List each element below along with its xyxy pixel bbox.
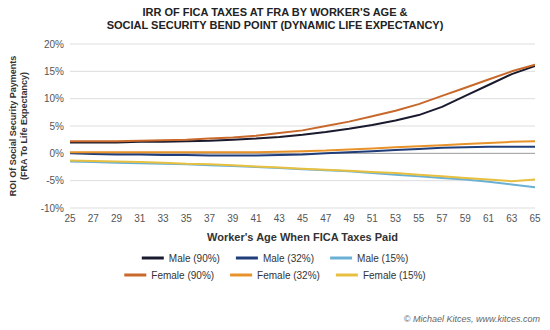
x-tick-label: 41	[250, 213, 262, 224]
legend-swatch	[142, 257, 164, 260]
x-tick-label: 35	[181, 213, 193, 224]
y-tick-label: -5%	[46, 175, 64, 186]
legend-item: Female (15%)	[336, 270, 426, 281]
legend-label: Male (15%)	[357, 253, 408, 264]
y-tick-label: 0%	[50, 148, 65, 159]
y-tick-label: 10%	[44, 93, 64, 104]
title: IRR OF FICA TAXES AT FRA BY WORKER'S AGE…	[107, 6, 444, 31]
y-axis-label-line: ROI Of Social Security Payments	[8, 56, 18, 197]
legend-label: Female (90%)	[151, 270, 214, 281]
grid-line	[70, 126, 535, 127]
title-line: IRR OF FICA TAXES AT FRA BY WORKER'S AGE…	[143, 6, 408, 18]
x-tick-label: 55	[413, 213, 425, 224]
legend: Male (90%) Male (32%) Male (15%) Female (90…	[124, 253, 425, 281]
series-line	[70, 141, 535, 152]
x-tick-label: 31	[134, 213, 146, 224]
x-axis-label: Worker's Age When FICA Taxes Paid	[207, 231, 398, 243]
x-tick-label: 37	[204, 213, 216, 224]
x-tick-label: 53	[390, 213, 402, 224]
grid	[70, 44, 535, 208]
legend-swatch	[336, 274, 358, 277]
x-tick-label: 59	[460, 213, 472, 224]
x-tick-label: 61	[483, 213, 495, 224]
background	[0, 0, 550, 330]
chart: IRR OF FICA TAXES AT FRA BY WORKER'S AGE…	[0, 0, 550, 330]
legend-swatch	[330, 257, 352, 260]
x-tick-label: 63	[506, 213, 518, 224]
y-tick-label: 5%	[50, 121, 65, 132]
legend-item: Female (90%)	[124, 270, 214, 281]
legend-item: Male (32%)	[236, 253, 314, 264]
grid-line	[70, 98, 535, 99]
legend-item: Female (32%)	[230, 270, 320, 281]
series-line	[70, 162, 535, 188]
series-line	[70, 65, 535, 142]
legend-label: Female (32%)	[257, 270, 320, 281]
annotation: © Michael Kitces, www.kitces.com	[404, 314, 541, 324]
y-axis-label-line: (FRA To Life Expectancy)	[19, 72, 29, 180]
y-tick-label: 20%	[44, 39, 64, 50]
y-tick-label: -10%	[41, 203, 64, 214]
legend-swatch	[236, 257, 258, 260]
y-tick-label: 15%	[44, 66, 64, 77]
grid-line	[70, 71, 535, 72]
x-tick-label: 25	[64, 213, 76, 224]
legend-label: Male (90%)	[169, 253, 220, 264]
grid-line	[70, 44, 535, 45]
x-tick-label: 43	[274, 213, 286, 224]
series-line	[70, 160, 535, 181]
lines	[70, 65, 535, 187]
x-tick-label: 39	[227, 213, 239, 224]
legend-label: Female (15%)	[363, 270, 426, 281]
x-tick-label: 45	[297, 213, 309, 224]
legend-swatch	[124, 274, 146, 277]
x-tick-label: 33	[157, 213, 169, 224]
x-tick-label: 49	[343, 213, 355, 224]
legend-swatch	[230, 274, 252, 277]
x-tick-label: 57	[436, 213, 448, 224]
x-tick-label: 51	[367, 213, 379, 224]
x-tick-label: 65	[529, 213, 541, 224]
legend-item: Male (90%)	[142, 253, 220, 264]
x-tick-label: 27	[88, 213, 100, 224]
x-tick-label: 47	[320, 213, 332, 224]
title-line: SOCIAL SECURITY BEND POINT (DYNAMIC LIFE…	[107, 19, 444, 31]
y-axis-label: ROI Of Social Security Payments(FRA To L…	[8, 56, 29, 197]
grid-line	[70, 208, 535, 209]
x-tick-label: 29	[111, 213, 123, 224]
legend-label: Male (32%)	[263, 253, 314, 264]
legend-item: Male (15%)	[330, 253, 408, 264]
